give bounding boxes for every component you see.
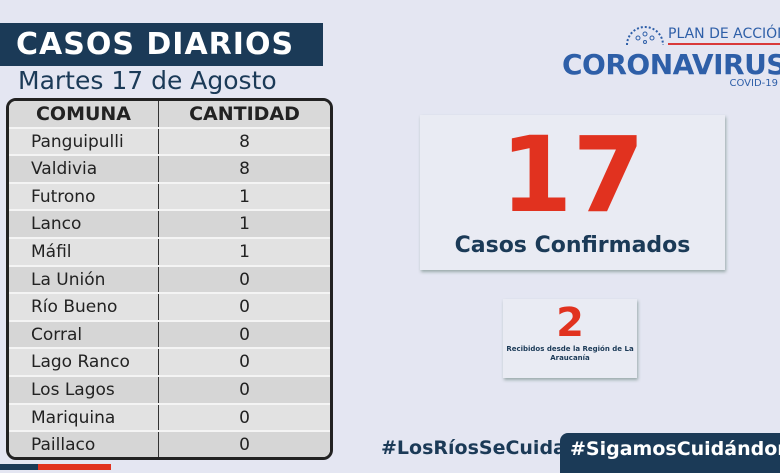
footer-stripe-blue <box>0 464 38 470</box>
comuna-cell: Máfil <box>9 238 159 265</box>
table-row: Corral 0 <box>9 321 330 350</box>
cantidad-cell: 0 <box>239 352 250 373</box>
table-row: Lago Ranco 0 <box>9 349 330 377</box>
table-row: Máfil 1 <box>9 238 330 267</box>
virus-icon <box>626 26 664 46</box>
comuna-cell: Panguipulli <box>9 128 159 155</box>
cantidad-cell: 0 <box>239 269 250 290</box>
cantidad-cell: 0 <box>239 435 250 456</box>
logo-plan-text: PLAN DE ACCIÓN <box>668 26 780 45</box>
confirmed-cases-card: 17 Casos Confirmados <box>420 115 725 270</box>
table-row: Paillaco 0 <box>9 432 330 457</box>
date-subtitle: Martes 17 de Agosto <box>18 66 277 95</box>
comuna-cell: Los Lagos <box>9 376 159 403</box>
confirmed-label: Casos Confirmados <box>454 233 691 258</box>
column-header-comuna: COMUNA <box>9 101 159 127</box>
logo-covid-text: COVID-19 <box>729 78 778 89</box>
comuna-cell: Valdivia <box>9 156 159 182</box>
comuna-cell: Mariquina <box>9 404 159 431</box>
comuna-cell: Futrono <box>9 183 159 210</box>
cantidad-cell: 8 <box>239 131 250 152</box>
confirmed-count: 17 <box>500 114 645 236</box>
comuna-cell: Corral <box>9 321 159 348</box>
table-row: Lanco 1 <box>9 211 330 239</box>
table-row: Valdivia 8 <box>9 156 330 184</box>
table-row: Río Bueno 0 <box>9 294 330 322</box>
page-title: CASOS DIARIOS <box>0 23 323 66</box>
comuna-cell: Paillaco <box>9 432 159 457</box>
column-header-cantidad: CANTIDAD <box>189 103 300 125</box>
cantidad-cell: 1 <box>239 186 250 207</box>
received-label: Recibidos desde la Región de La Araucaní… <box>506 345 634 362</box>
comuna-cell: Lanco <box>9 211 159 237</box>
footer-stripe-red <box>38 464 111 470</box>
cantidad-cell: 1 <box>239 214 250 235</box>
comuna-cell: La Unión <box>9 266 159 293</box>
received-cases-card: 2 Recibidos desde la Región de La Arauca… <box>503 299 637 378</box>
cantidad-cell: 0 <box>239 297 250 318</box>
cantidad-cell: 0 <box>239 324 250 345</box>
cantidad-cell: 8 <box>239 159 250 180</box>
comuna-cell: Río Bueno <box>9 294 159 320</box>
comuna-cell: Lago Ranco <box>9 349 159 375</box>
cantidad-cell: 1 <box>239 241 250 262</box>
table-row: La Unión 0 <box>9 266 330 295</box>
cantidad-cell: 0 <box>239 379 250 400</box>
table-row: Los Lagos 0 <box>9 376 330 405</box>
table-row: Futrono 1 <box>9 183 330 212</box>
coronavirus-logo: PLAN DE ACCIÓN CORONAVIRUS COVID-19 <box>562 22 780 92</box>
cantidad-cell: 0 <box>239 407 250 428</box>
hashtag-losrios: #LosRíosSeCuida <box>381 437 566 459</box>
hashtag-sigamos: #SigamosCuidándonos <box>560 433 780 473</box>
table-header: COMUNA CANTIDAD <box>9 101 330 129</box>
logo-coronavirus-text: CORONAVIRUS <box>562 48 780 81</box>
cases-table: COMUNA CANTIDAD Panguipulli 8 Valdivia 8 Fut… <box>6 98 333 460</box>
table-row: Mariquina 0 <box>9 404 330 433</box>
received-count: 2 <box>556 300 584 346</box>
table-row: Panguipulli 8 <box>9 128 330 157</box>
